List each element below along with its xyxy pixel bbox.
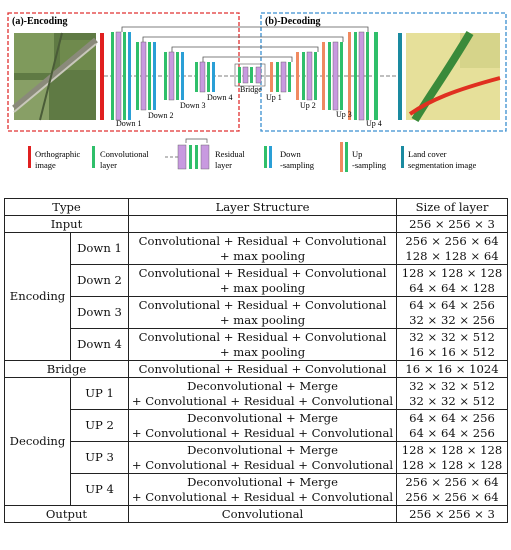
- segmentation-bar: [398, 33, 402, 120]
- stage-name: Down 3: [69, 296, 130, 329]
- stage-label-down-3: Down 3: [180, 101, 206, 110]
- legend: [28, 138, 404, 172]
- down-sampling-icon: [264, 146, 272, 168]
- table-row: Down 3 Convolutional + Residual + Convol…: [5, 296, 509, 329]
- input-label: Input: [3, 215, 130, 233]
- encoding-label: Encoding: [4, 232, 71, 361]
- table-row: Output Convolutional 256 × 256 × 3: [3, 505, 509, 523]
- output-structure: Convolutional: [128, 505, 398, 523]
- table-row: Input 256 × 256 × 3: [3, 215, 509, 233]
- header-type: Type: [3, 198, 130, 216]
- table-row: UP 3 Deconvolutional + Merge + Convolutio…: [5, 441, 509, 474]
- legend-down-line2: -sampling: [280, 160, 315, 170]
- decoder-blocks: [270, 31, 378, 121]
- stage-label-down-4: Down 4: [207, 93, 233, 102]
- architecture-figure: (a)-Encoding (b)-Decoding: [7, 12, 507, 172]
- header-size: Size of layer: [396, 198, 509, 216]
- stage-structure: Deconvolutional + Merge + Convolutional +…: [128, 441, 398, 474]
- stage-size: 32 × 32 × 512 32 × 32 × 512: [396, 377, 509, 410]
- orthographic-image: [12, 32, 98, 121]
- stage-name: UP 1: [69, 377, 130, 410]
- stage-size: 256 × 256 × 64 128 × 128 × 64: [396, 232, 509, 265]
- residual-block-icon: [165, 138, 210, 170]
- legend-ortho-line2: image: [35, 160, 56, 170]
- legend-up-line2: -sampling: [352, 160, 387, 170]
- input-size: 256 × 256 × 3: [396, 215, 509, 233]
- legend-seg-line2: segmentation image: [408, 160, 476, 170]
- stage-structure: Convolutional + Residual + Convolutional…: [128, 296, 398, 329]
- stage-label-bridge: Bridge: [240, 85, 262, 94]
- stage-structure: Convolutional + Residual + Convolutional…: [128, 264, 398, 297]
- input-structure: [128, 215, 398, 233]
- red-bar-icon: [28, 146, 31, 168]
- table-row: UP 4 Deconvolutional + Merge + Convolutio…: [5, 473, 509, 506]
- table-row: Encoding Down 1 Convolutional + Residual…: [4, 232, 509, 361]
- table-row: Decoding UP 1 Deconvolutional + Merge + C…: [4, 377, 509, 506]
- stage-label-up-3: Up 3: [336, 110, 352, 119]
- stage-size: 256 × 256 × 64 256 × 256 × 64: [396, 473, 509, 506]
- decoding-label: Decoding: [4, 377, 71, 506]
- bridge-structure: Convolutional + Residual + Convolutional: [128, 360, 398, 378]
- output-label: Output: [3, 505, 130, 523]
- stage-name: Down 2: [69, 264, 130, 297]
- stage-structure: Deconvolutional + Merge + Convolutional +…: [128, 377, 398, 410]
- table-row: Down 2 Convolutional + Residual + Convol…: [5, 264, 509, 297]
- stage-label-down-1: Down 1: [116, 119, 142, 128]
- stage-name: UP 2: [69, 409, 130, 442]
- up-sampling-icon: [340, 142, 348, 172]
- legend-residual-line1: Residual: [215, 149, 245, 159]
- stage-name: UP 4: [69, 473, 130, 506]
- encoder-blocks: [111, 31, 215, 121]
- segmentation-image: [406, 30, 501, 123]
- stage-name: Down 1: [69, 232, 130, 265]
- teal-bar-icon: [401, 146, 404, 168]
- stage-structure: Deconvolutional + Merge + Convolutional +…: [128, 473, 398, 506]
- legend-up-line1: Up: [352, 149, 362, 159]
- output-size: 256 × 256 × 3: [396, 505, 509, 523]
- stage-name: Down 4: [69, 328, 130, 361]
- legend-ortho-line1: Orthographic: [35, 149, 81, 159]
- legend-residual-line2: layer: [215, 160, 232, 170]
- orthographic-bar: [100, 33, 104, 120]
- legend-seg-line1: Land cover: [408, 149, 447, 159]
- stage-size: 32 × 32 × 512 16 × 16 × 512: [396, 328, 509, 361]
- stage-structure: Deconvolutional + Merge + Convolutional +…: [128, 409, 398, 442]
- stage-size: 64 × 64 × 256 32 × 32 × 256: [396, 296, 509, 329]
- stage-label-up-4: Up 4: [366, 119, 382, 128]
- bridge-size: 16 × 16 × 1024: [396, 360, 509, 378]
- legend-conv-line2: layer: [100, 160, 117, 170]
- stage-label-up-2: Up 2: [300, 101, 316, 110]
- stage-size: 128 × 128 × 128 64 × 64 × 128: [396, 264, 509, 297]
- stage-size: 64 × 64 × 256 64 × 64 × 256: [396, 409, 509, 442]
- bridge-label: Bridge: [3, 360, 130, 378]
- bridge-blocks: [234, 63, 266, 87]
- table-row: Bridge Convolutional + Residual + Convol…: [3, 360, 509, 378]
- stage-label-down-2: Down 2: [148, 111, 174, 120]
- encoding-label: (a)-Encoding: [12, 16, 68, 27]
- skip-connections: [121, 26, 369, 62]
- stage-structure: Convolutional + Residual + Convolutional…: [128, 232, 398, 265]
- green-bar-icon: [92, 146, 95, 168]
- legend-down-line1: Down: [280, 149, 302, 159]
- stage-label-up-1: Up 1: [266, 93, 282, 102]
- stage-size: 128 × 128 × 128 128 × 128 × 128: [396, 441, 509, 474]
- decoding-label: (b)-Decoding: [265, 16, 321, 27]
- stage-structure: Convolutional + Residual + Convolutional…: [128, 328, 398, 361]
- layer-structure-table: Type Layer Structure Size of layer Input…: [3, 198, 509, 523]
- stage-name: UP 3: [69, 441, 130, 474]
- table-row: Down 4 Convolutional + Residual + Convol…: [5, 328, 509, 361]
- header-structure: Layer Structure: [128, 198, 398, 216]
- table-row: UP 2 Deconvolutional + Merge + Convolutio…: [5, 409, 509, 442]
- legend-conv-line1: Convolutional: [100, 149, 149, 159]
- table-header-row: Type Layer Structure Size of layer: [3, 198, 509, 216]
